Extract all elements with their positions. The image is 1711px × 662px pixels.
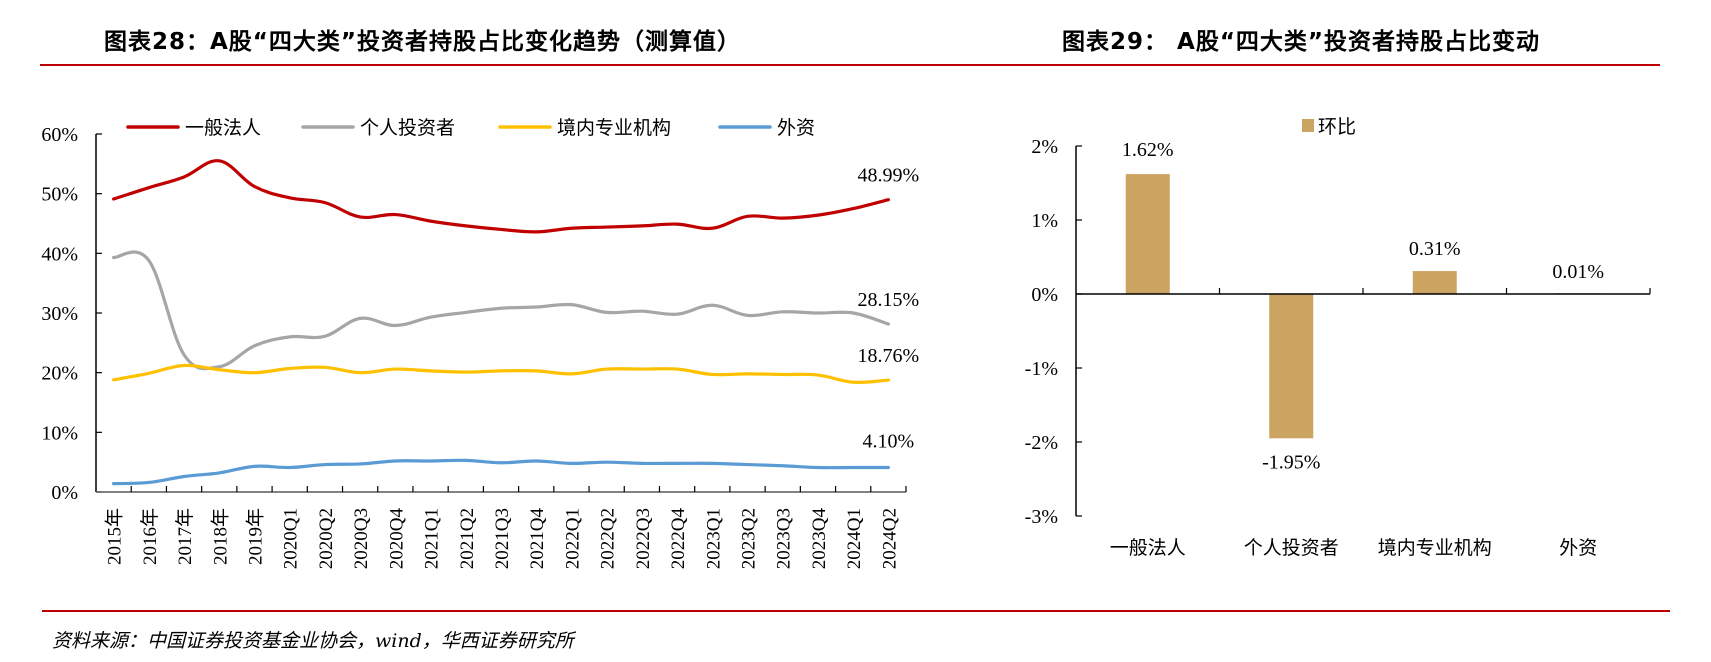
x-tick-label: 2023Q4 [809,508,830,570]
y-tick-label: 0% [1031,284,1058,306]
x-tick-label: 2022Q3 [633,508,654,569]
x-tick-label: 2024Q1 [844,508,865,569]
bar-value-label: 0.01% [1552,261,1604,283]
legend-label: 个人投资者 [360,117,455,139]
x-tick-label: 2023Q1 [703,508,724,569]
legend-label: 外资 [777,117,815,139]
y-tick-label: 1% [1031,210,1058,232]
x-category-label: 个人投资者 [1244,537,1339,559]
end-value-label: 4.10% [863,431,915,453]
y-tick-label: 20% [41,363,78,385]
end-value-label: 18.76% [858,345,920,367]
series-line-1 [112,250,890,371]
legend-swatch [1302,119,1314,132]
footer-divider [42,610,1670,612]
x-tick-label: 2022Q1 [562,508,583,569]
x-tick-label: 2020Q4 [386,508,407,570]
x-tick-label: 2022Q4 [668,508,689,570]
x-tick-label: 2021Q4 [527,508,548,570]
y-tick-label: -3% [1025,506,1058,528]
x-category-label: 外资 [1559,537,1597,559]
y-tick-label: 60% [41,124,78,146]
line-chart-end-labels: 48.99% 28.15% 18.76% 4.10% [858,165,920,453]
y-tick-label: 0% [51,482,78,504]
left-chart-title: 图表28：A股“四大类”投资者持股占比变化趋势（测算值） [104,29,742,55]
y-tick-label: -1% [1025,358,1058,380]
right-chart-title: 图表29： A股“四大类”投资者持股占比变动 [1062,29,1541,55]
y-tick-label: 40% [41,243,78,265]
series-line-0 [112,159,890,234]
y-tick-label: -2% [1025,432,1058,454]
x-tick-label: 2023Q2 [739,508,760,569]
legend-label: 境内专业机构 [557,117,671,139]
x-tick-label: 2016年 [139,508,161,565]
line-chart-y-axis: 0% 10% 20% 30% 40% 50% 60% [41,124,102,504]
line-chart-x-axis: 2015年 2016年 2017年 2018年 2019年 2020Q1 2020Q2 202… [96,486,907,570]
x-tick-label: 2023Q3 [774,508,795,569]
x-tick-label: 2021Q3 [492,508,513,569]
y-tick-label: 30% [41,303,78,325]
x-category-label: 一般法人 [1110,537,1186,559]
bar-chart-shareholding-change: 环比 2% 1% 0% -1% -2% -3% 1.62% -1.95% 0.31% 0.01%… [1025,116,1651,559]
x-tick-label: 2018年 [209,508,231,565]
line-chart-legend: 一般法人 个人投资者 境内专业机构 外资 [126,117,815,139]
x-tick-label: 2021Q1 [422,508,443,569]
y-tick-label: 2% [1031,136,1058,158]
legend-label: 一般法人 [185,117,261,139]
source-note: 资料来源：中国证券投资基金业协会，wind，华西证券研究所 [52,630,574,652]
bar [1412,271,1457,294]
legend-label: 环比 [1318,116,1356,138]
end-value-label: 28.15% [858,289,920,311]
line-chart-series [112,159,890,486]
x-tick-label: 2020Q1 [281,508,302,569]
x-tick-label: 2024Q2 [879,508,900,569]
x-tick-label: 2022Q2 [598,508,619,569]
series-line-3 [112,458,890,486]
bar [1125,174,1170,294]
header-divider [40,64,1660,66]
x-tick-label: 2021Q2 [457,508,478,569]
bar-value-label: -1.95% [1262,451,1320,473]
bar-chart-y-axis: 2% 1% 0% -1% -2% -3% [1025,136,1082,528]
bar-value-label: 1.62% [1122,139,1174,161]
x-tick-label: 2017年 [174,508,196,565]
x-tick-label: 2020Q2 [316,508,337,569]
y-tick-label: 50% [41,184,78,206]
y-tick-label: 10% [41,422,78,444]
x-category-label: 境内专业机构 [1378,537,1492,559]
series-line-2 [112,363,890,384]
line-chart-shareholding-trend: 一般法人 个人投资者 境内专业机构 外资 0% 10% 20% 30% 40% 50% 60% 2… [41,117,920,570]
x-tick-label: 2019年 [244,508,266,565]
x-tick-label: 2020Q3 [351,508,372,569]
bar-chart-bars: 1.62% -1.95% 0.31% 0.01% [1122,139,1604,473]
bar-chart-x-axis: 一般法人 个人投资者 境内专业机构 外资 [1076,288,1651,559]
end-value-label: 48.99% [858,165,920,187]
bar [1269,294,1314,439]
bar-value-label: 0.31% [1409,238,1461,260]
bar-chart-legend: 环比 [1302,116,1356,138]
x-tick-label: 2015年 [104,508,126,565]
